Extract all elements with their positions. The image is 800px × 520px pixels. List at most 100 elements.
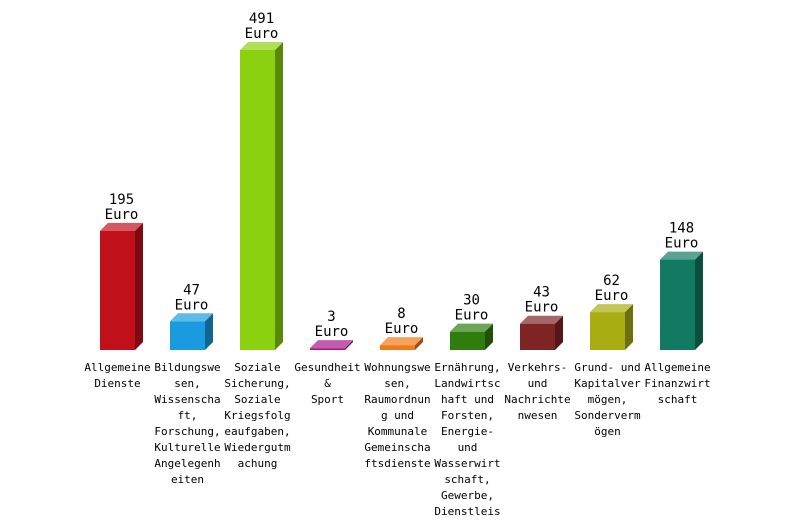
category-label: Allgemeine Finanzwirt schaft <box>644 361 710 406</box>
category-label-line: Angelegenh <box>154 457 220 470</box>
bar-2 <box>170 313 213 350</box>
category-label-line: Ernährung, <box>434 361 500 374</box>
data-label-value: 3 <box>327 309 335 325</box>
category-label-line: Kapitalver <box>574 377 641 390</box>
category-label-line: Dienste <box>94 377 140 390</box>
category-label-line: ft, <box>178 409 198 422</box>
data-label: 43 Euro <box>525 285 559 316</box>
data-label-value: 8 <box>397 306 405 322</box>
category-label-line: ögen <box>594 425 621 438</box>
data-label-unit: Euro <box>245 26 279 42</box>
category-label-line: eaufgaben, <box>224 425 290 438</box>
category-label-line: Gewerbe, <box>441 489 494 502</box>
category-label-line: Bildungswe <box>154 361 220 374</box>
data-label: 62 Euro <box>595 273 629 304</box>
category-label: Ernährung, Landwirtsc haft und Forsten, Ener… <box>434 361 500 518</box>
bar-top-face <box>450 323 493 332</box>
category-label: Soziale Sicherung, Soziale Kriegsfolg eaufga… <box>224 361 291 470</box>
category-label-line: Wissenscha <box>154 393 220 406</box>
category-label-line: Gesundheit <box>294 361 360 374</box>
bar-side-face <box>485 323 493 350</box>
category-label-line: Sport <box>311 393 344 406</box>
bar-side-face <box>205 313 213 350</box>
bar-front-face <box>520 323 555 350</box>
bar-1 <box>100 222 143 350</box>
bar-side-face <box>625 304 633 350</box>
category-label-line: Wasserwirt <box>434 457 500 470</box>
category-label-line: und <box>528 377 548 390</box>
category-label-line: Nachrichte <box>504 393 570 406</box>
category-label-line: Kulturelle <box>154 441 220 454</box>
bar-front-face <box>380 345 415 350</box>
category-label-line: Grund- und <box>574 361 640 374</box>
bar-side-face <box>695 251 703 350</box>
bar-7 <box>520 315 563 350</box>
category-label: Verkehrs-und Nachrichte nwesen <box>504 361 570 422</box>
category-label-line: Energie- <box>441 425 494 438</box>
bar-side-face <box>275 42 283 350</box>
data-label-unit: Euro <box>315 324 349 340</box>
category-label-line: eiten <box>171 473 204 486</box>
category-label-line: und <box>458 441 478 454</box>
bar-front-face <box>170 321 205 350</box>
category-label-line: Forsten, <box>441 409 494 422</box>
category-label-line: Raumordnun <box>364 393 430 406</box>
data-label-value: 62 <box>603 273 620 289</box>
data-label-value: 195 <box>109 192 134 208</box>
category-label-line: schaft <box>658 393 698 406</box>
category-label-line: nwesen <box>518 409 558 422</box>
category-label-line: & <box>324 377 331 390</box>
bar-front-face <box>590 312 625 350</box>
bar-top-face <box>660 251 703 260</box>
category-label-line: sen, <box>384 377 411 390</box>
category-label-line: achung <box>238 457 278 470</box>
category-label-line: haft und <box>441 393 494 406</box>
category-label: Gesundheit & Sport <box>294 361 360 406</box>
category-label-line: Allgemeine <box>644 361 710 374</box>
data-label-unit: Euro <box>175 297 209 313</box>
bar-front-face <box>450 331 485 350</box>
data-label-unit: Euro <box>455 308 489 324</box>
data-label: 148 Euro <box>665 221 699 252</box>
data-label: 3 Euro <box>315 309 349 340</box>
category-label-line: ftsdienste <box>364 457 430 470</box>
category-label-line: Soziale <box>234 393 280 406</box>
bar-3 <box>240 42 283 350</box>
bar-side-face <box>415 337 423 350</box>
category-label-line: Sonderverm <box>574 409 641 422</box>
data-label-unit: Euro <box>385 321 419 337</box>
category-label-line: Kommunale <box>368 425 428 438</box>
data-label-unit: Euro <box>525 300 559 316</box>
category-label-line: Soziale <box>234 361 280 374</box>
data-label-value: 43 <box>533 285 550 301</box>
data-label-value: 47 <box>183 282 200 298</box>
data-label: 491 Euro <box>245 11 279 42</box>
bar-top-face <box>100 222 143 231</box>
category-label: Wohnungswe sen, Raumordnun g und Kommunale Ge… <box>364 361 430 470</box>
category-label-line: Wiedergutm <box>224 441 291 454</box>
bar-side-face <box>135 222 143 350</box>
category-label-line: Allgemeine <box>84 361 150 374</box>
data-label-unit: Euro <box>665 236 699 252</box>
bar-front-face <box>660 259 695 350</box>
data-label-unit: Euro <box>105 207 139 223</box>
category-label-line: Wohnungswe <box>364 361 430 374</box>
category-label-line: Dienstleis <box>434 505 500 518</box>
category-label: Bildungswe sen, Wissenscha ft, Forschung, Kul… <box>154 361 220 486</box>
category-label-line: mögen, <box>588 393 628 406</box>
data-label-value: 491 <box>249 11 274 27</box>
bar-front-face <box>310 348 345 350</box>
data-label: 47 Euro <box>175 282 209 313</box>
category-label: Allgemeine Dienste <box>84 361 150 390</box>
data-label-value: 30 <box>463 293 480 309</box>
category-label-line: Kriegsfolg <box>224 409 290 422</box>
data-label-value: 148 <box>669 221 694 237</box>
category-label-line: Gemeinscha <box>364 441 430 454</box>
bar-top-face <box>170 313 213 322</box>
bar-top-face <box>310 340 353 349</box>
bar-9 <box>660 251 703 350</box>
category-label-line: Finanzwirt <box>644 377 710 390</box>
category-label: Grund- und Kapitalver mögen, Sonderverm ögen <box>574 361 641 438</box>
bar-front-face <box>100 230 135 350</box>
